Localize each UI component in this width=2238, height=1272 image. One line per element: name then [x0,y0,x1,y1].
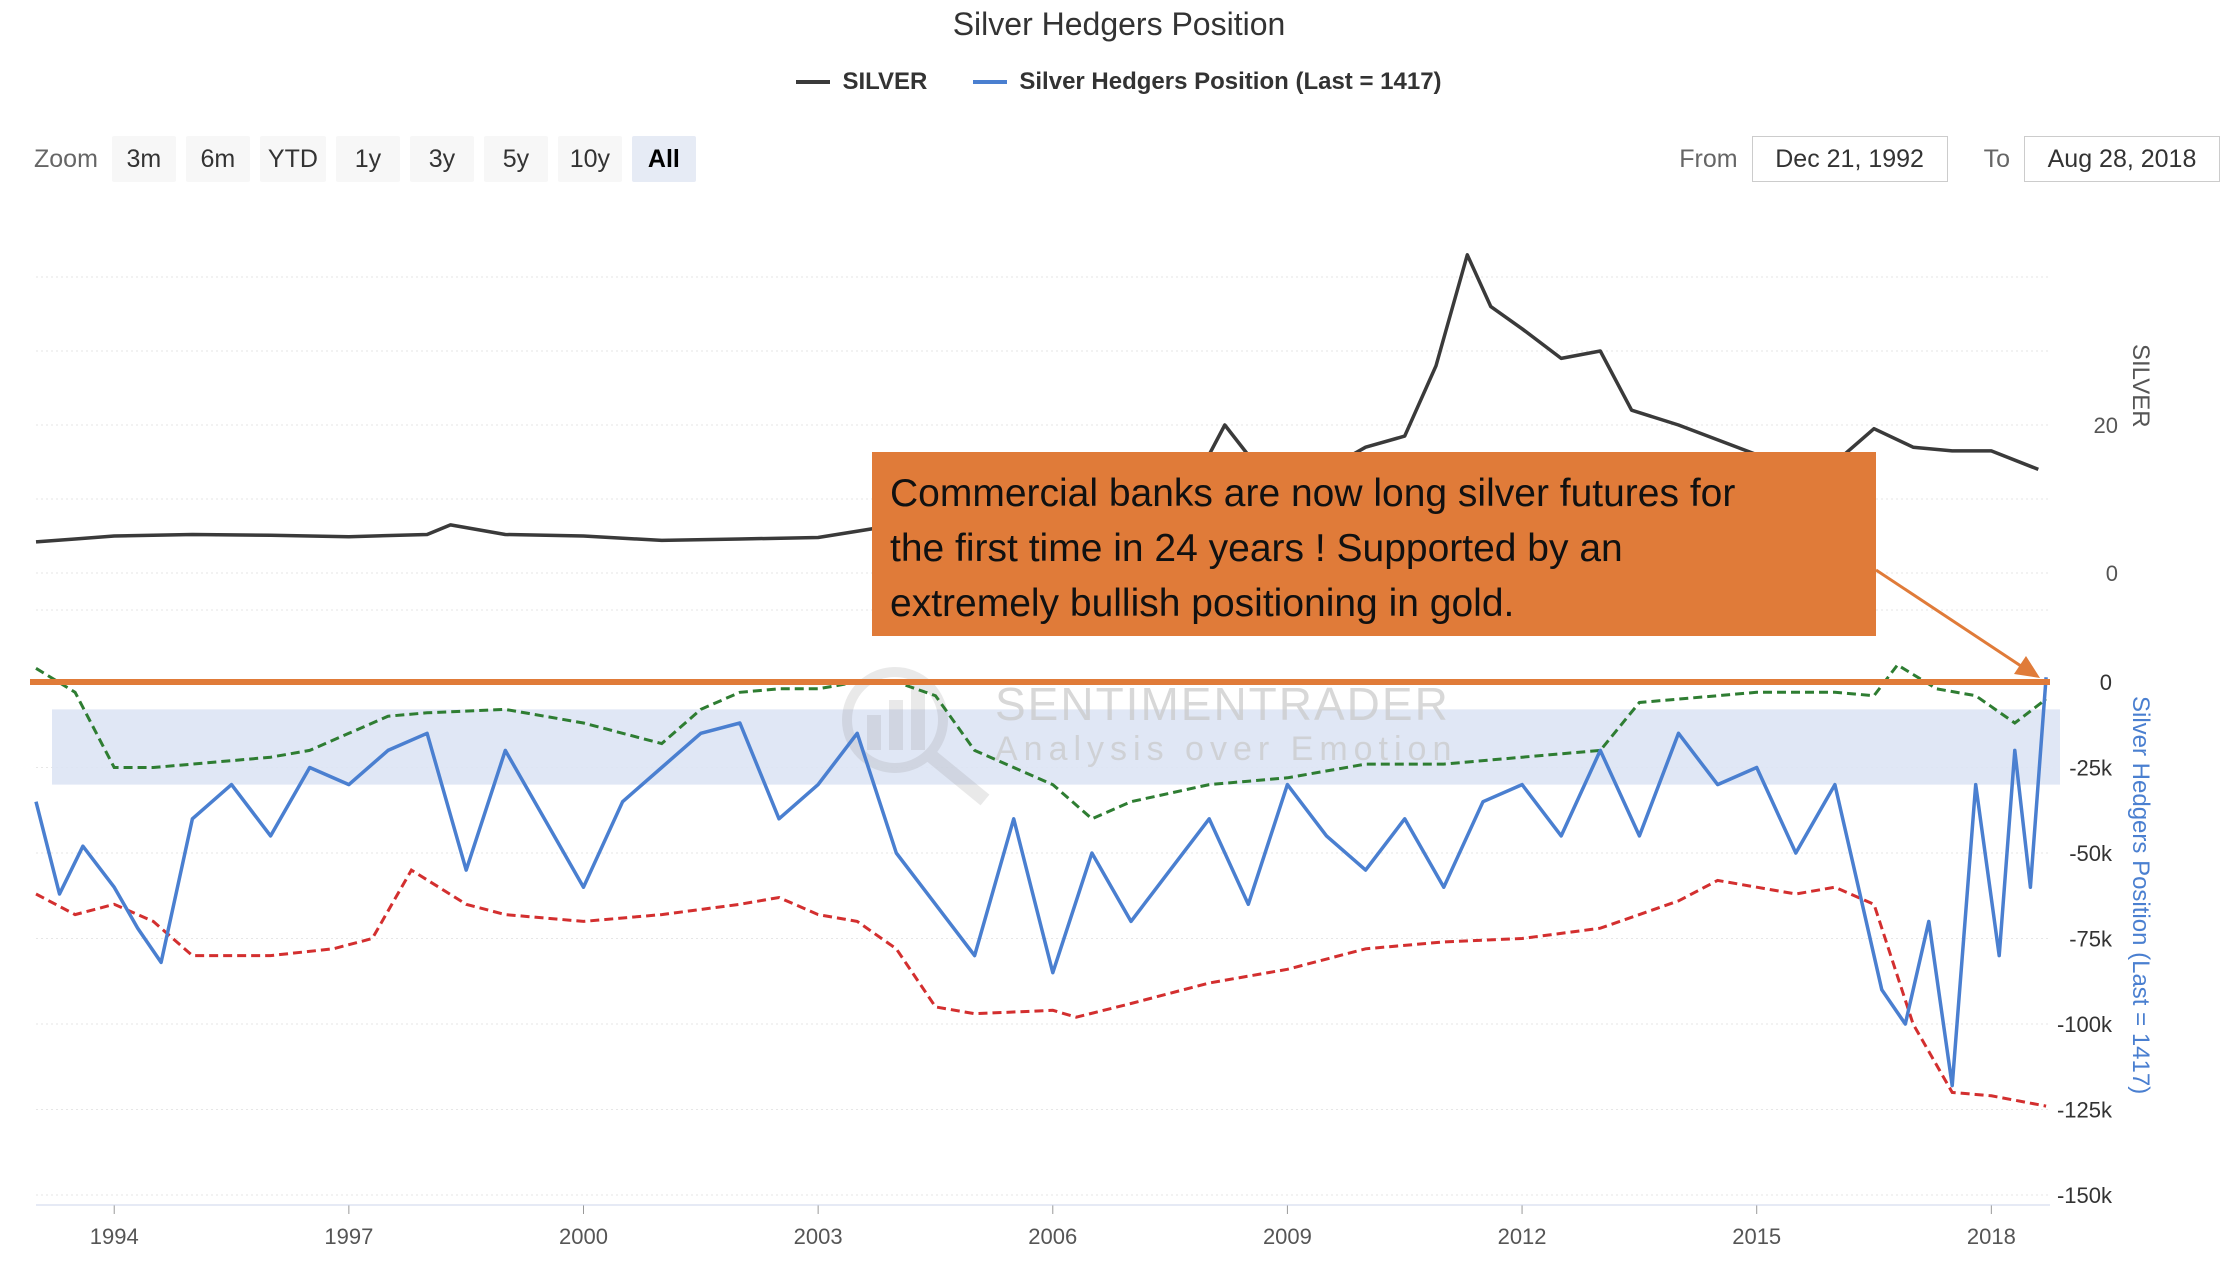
callout-line-3: extremely bullish positioning in gold. [890,582,1515,625]
legend-swatch-silver [796,80,831,84]
watermark: SENTIMENTRADER Analysis over Emotion [842,667,1457,806]
legend-item-hedgers[interactable]: Silver Hedgers Position (Last = 1417) [973,68,1442,96]
x-tick-label: 2018 [1967,1224,2016,1249]
lower-y-axis-title: Silver Hedgers Position (Last = 1417) [2127,696,2154,1094]
upper-y-axis-title: SILVER [2127,344,2154,428]
lower-y-tick-label: -125k [2057,1098,2113,1123]
lower-y-tick-label: -75k [2069,927,2113,952]
watermark-logo [842,667,990,806]
zoom-6m-button[interactable]: 6m [185,136,250,182]
lower-y-tick-label: -100k [2057,1012,2113,1037]
watermark-line2: Analysis over Emotion [995,730,1457,768]
silver-price-line [35,253,2039,544]
legend-swatch-hedgers [973,80,1008,84]
hedgers-position-line [34,677,2048,1088]
zoom-10y-button[interactable]: 10y [557,136,622,182]
lower-y-tick-label: -150k [2057,1183,2113,1208]
lower-y-tick-label: -25k [2069,756,2113,781]
lower-panel-series [34,662,2048,1108]
zoom-1y-button[interactable]: 1y [335,136,400,182]
watermark-line1: SENTIMENTRADER [995,678,1450,730]
chart-axes: 0 20 SILVER 0 -25k -50k -75k -100k -125k -150k Sil… [36,344,2154,1249]
lower-y-tick-label: 0 [2100,670,2112,695]
callout-line-2: the first time in 24 years ! Supported b… [890,527,1623,570]
shaded-zone [52,709,2060,785]
upper-panel-series [35,253,2039,544]
zoom-controls: Zoom 3m 6m YTD 1y 3y 5y 10y All [34,136,696,182]
upper-band-line [35,662,2048,821]
lower-y-tick-label: -50k [2069,841,2113,866]
x-tick-label: 2003 [794,1224,843,1249]
upper-y-tick-label: 20 [2094,413,2118,438]
upper-y-tick-label: 0 [2106,561,2118,586]
chart-title: Silver Hedgers Position [952,6,1286,42]
x-tick-label: 1994 [90,1224,139,1249]
zoom-3y-button[interactable]: 3y [409,136,474,182]
date-range: From To [1679,136,2220,182]
x-tick-label: 2006 [1028,1224,1077,1249]
from-label: From [1679,144,1738,173]
to-label: To [1983,144,2010,173]
zoom-all-button[interactable]: All [631,136,696,182]
x-tick-label: 2012 [1498,1224,1547,1249]
x-tick-label: 1997 [324,1224,373,1249]
zoom-label: Zoom [34,144,98,173]
legend: SILVER Silver Hedgers Position (Last = 1… [0,68,2238,96]
legend-label-silver: SILVER [842,68,928,95]
to-date-input[interactable] [2024,136,2220,182]
annotation-callout: Commercial banks are now long silver fut… [872,452,1876,636]
x-tick-label: 2000 [559,1224,608,1249]
x-tick-label: 2009 [1263,1224,1312,1249]
zoom-3m-button[interactable]: 3m [111,136,176,182]
zoom-ytd-button[interactable]: YTD [259,136,326,182]
from-date-input[interactable] [1751,136,1948,182]
legend-item-silver[interactable]: SILVER [796,68,927,96]
x-tick-label: 2015 [1732,1224,1781,1249]
lower-band-line [35,868,2047,1108]
zoom-5y-button[interactable]: 5y [483,136,548,182]
legend-label-hedgers: Silver Hedgers Position (Last = 1417) [1019,68,1442,95]
callout-line-1: Commercial banks are now long silver fut… [890,472,1736,515]
callout-arrow [1875,568,2040,678]
